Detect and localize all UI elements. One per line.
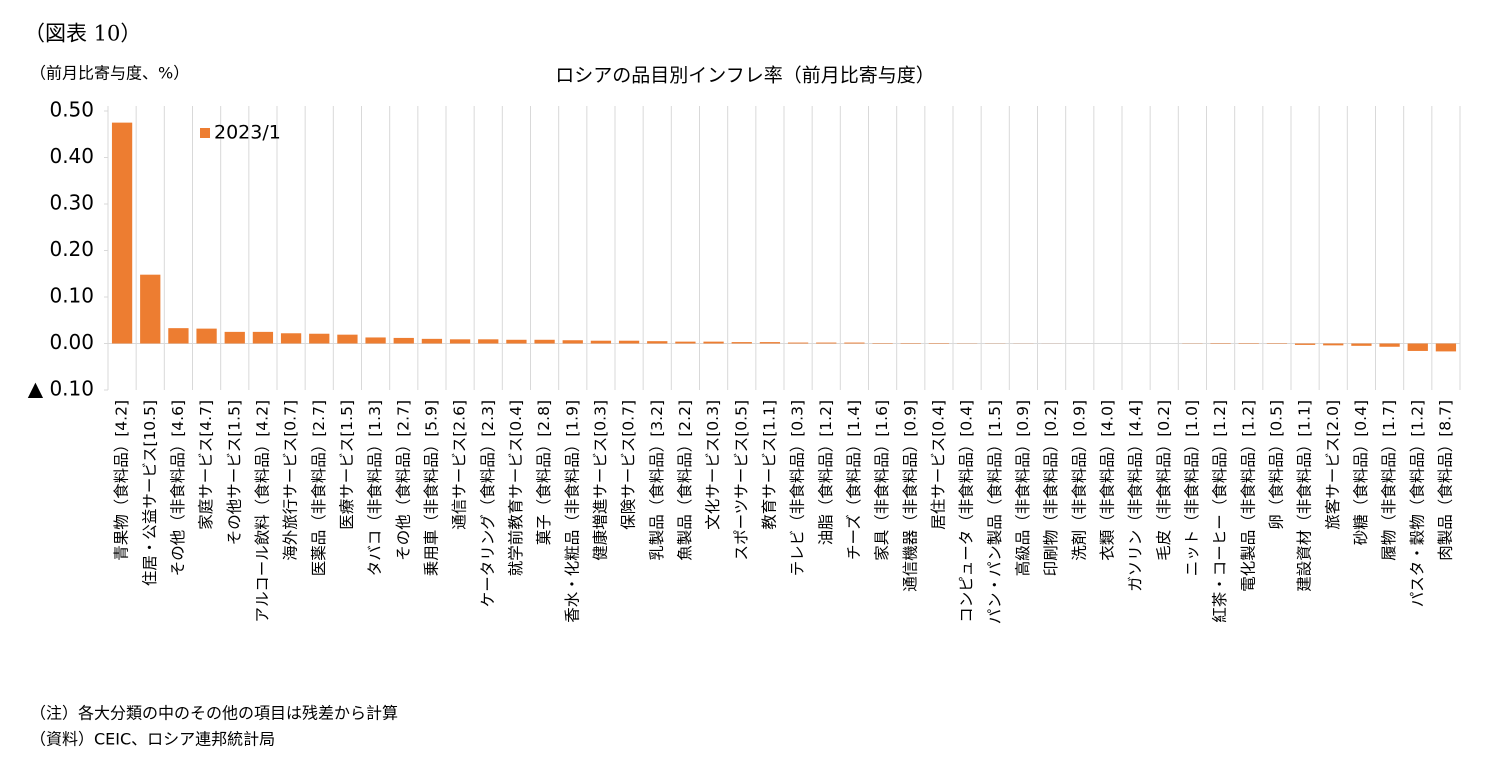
x-tick-label: 卵（食料品）[0.5] xyxy=(1267,400,1285,530)
bar xyxy=(252,331,274,344)
y-tick-label: ▲ 0.10 xyxy=(28,377,94,401)
bar xyxy=(140,274,161,344)
bar xyxy=(224,331,245,344)
x-tick-label: 住居・公益サービス[10.5] xyxy=(141,400,159,586)
x-tick-label: その他（非食料品）[4.6] xyxy=(169,400,187,576)
bar xyxy=(590,340,612,344)
bar xyxy=(365,337,386,344)
bar xyxy=(618,340,640,344)
x-tick-label: テレビ（非食料品）[0.3] xyxy=(789,400,807,576)
bar xyxy=(647,341,668,344)
x-tick-label: スポーツサービス[0.5] xyxy=(732,400,750,560)
x-tick-label: パン・パン製品（食料品）[1.5] xyxy=(986,400,1004,624)
x-tick-label: 教育サービス[1.1] xyxy=(760,400,778,530)
bar xyxy=(280,333,302,344)
chart-title: ロシアの品目別インフレ率（前月比寄与度） xyxy=(555,65,934,87)
bar xyxy=(844,342,865,344)
x-tick-label: 保険サービス[0.7] xyxy=(620,400,638,530)
x-tick-label: 油脂（食料品）[1.2] xyxy=(817,400,835,545)
bar xyxy=(478,339,499,344)
bar xyxy=(1351,343,1372,346)
x-tick-label: ケータリング（食料品）[2.3] xyxy=(479,400,497,607)
x-tick-label: 印刷物（非食料品）[0.2] xyxy=(1042,400,1060,576)
x-tick-label: その他サービス[1.5] xyxy=(225,400,243,545)
x-tick-label: 魚製品（食料品）[2.2] xyxy=(676,400,694,561)
x-tick-label: その他（食料品）[2.7] xyxy=(394,400,412,561)
x-tick-label: 乳製品（食料品）[3.2] xyxy=(648,400,666,561)
bar xyxy=(675,341,696,344)
x-tick-label: 海外旅行サービス[0.7] xyxy=(282,400,300,561)
x-tick-label: 文化サービス[0.3] xyxy=(704,400,722,530)
bar xyxy=(111,122,133,344)
note: （資料）CEIC、ロシア連邦統計局 xyxy=(30,730,275,749)
y-tick-label: 0.30 xyxy=(49,191,94,215)
x-tick-label: ニット（非食料品）[1.0] xyxy=(1183,400,1201,576)
bar xyxy=(309,333,330,344)
bar xyxy=(816,342,837,344)
x-tick-label: タバコ（非食料品）[1.3] xyxy=(366,400,384,576)
bar xyxy=(1323,343,1344,346)
bar xyxy=(787,342,809,344)
x-tick-label: パスタ・穀物（食料品）[1.2] xyxy=(1408,400,1426,607)
x-tick-label: 毛皮（非食料品）[0.2] xyxy=(1155,400,1173,561)
bar xyxy=(731,342,752,344)
x-tick-label: 菓子（食料品）[2.8] xyxy=(535,400,553,545)
bar xyxy=(703,341,724,344)
x-tick-label: 医薬品（非食料品）[2.7] xyxy=(310,400,328,576)
x-tick-label: 家庭サービス[4.7] xyxy=(197,400,215,530)
x-tick-label: 居住サービス[0.4] xyxy=(929,400,947,530)
figure-label: （図表 10） xyxy=(24,22,141,46)
bar xyxy=(1294,343,1316,345)
x-tick-label: 医療サービス[1.5] xyxy=(338,400,356,530)
y-tick-label: 0.50 xyxy=(49,98,94,122)
bar xyxy=(1379,343,1400,347)
x-tick-label: 健康増進サービス[0.3] xyxy=(591,400,609,561)
bar xyxy=(168,328,189,344)
x-tick-label: ガソリン（非食料品）[4.4] xyxy=(1127,400,1145,592)
x-tick-label: 香水・化粧品（非食料品）[1.9] xyxy=(563,400,581,623)
bar xyxy=(393,337,414,344)
x-tick-label: 履物（非食料品）[1.7] xyxy=(1380,400,1398,561)
x-tick-label: 肉製品（食料品）[8.7] xyxy=(1436,400,1454,561)
bar xyxy=(759,342,781,344)
bar xyxy=(1435,343,1457,352)
x-tick-label: コンピュータ（非食料品）[0.4] xyxy=(958,400,976,623)
legend-label: 2023/1 xyxy=(214,122,281,144)
y-axis-label: （前月比寄与度、%） xyxy=(30,64,189,83)
y-tick-label: 0.00 xyxy=(49,330,94,354)
x-tick-label: 就学前教育サービス[0.4] xyxy=(507,400,525,576)
bar xyxy=(506,339,527,344)
note: （注）各大分類の中のその他の項目は残差から計算 xyxy=(30,704,398,723)
bar xyxy=(196,328,217,344)
x-tick-label: 旅客サービス[2.0] xyxy=(1324,400,1342,530)
x-tick-label: 高級品（非食料品）[0.9] xyxy=(1014,400,1032,576)
x-tick-label: 乗用車（非食料品）[5.9] xyxy=(422,400,440,576)
x-tick-label: 通信サービス[2.6] xyxy=(451,400,469,530)
x-tick-label: 洗剤（非食料品）[0.9] xyxy=(1070,400,1088,561)
x-tick-label: 通信機器（非食料品）[0.9] xyxy=(901,400,919,592)
bar xyxy=(421,338,443,344)
y-tick-label: 0.10 xyxy=(49,284,94,308)
bar xyxy=(1407,343,1428,351)
x-tick-label: アルコール飲料（食料品）[4.2] xyxy=(253,400,271,622)
bar xyxy=(337,334,358,344)
bar xyxy=(534,339,555,344)
x-tick-label: 衣類（非食料品）[4.0] xyxy=(1098,400,1116,561)
x-tick-label: チーズ（食料品）[1.4] xyxy=(845,400,863,560)
y-tick-label: 0.40 xyxy=(49,144,94,168)
x-tick-label: 青果物（食料品）[4.2] xyxy=(113,400,131,561)
x-tick-label: 砂糖（食料品）[0.4] xyxy=(1352,400,1370,545)
bar xyxy=(449,339,471,344)
x-tick-label: 建設資材（非食料品）[1.1] xyxy=(1296,400,1314,592)
y-tick-label: 0.20 xyxy=(49,237,94,261)
x-tick-label: 紅茶・コーヒー（食料品）[1.2] xyxy=(1211,400,1229,623)
x-tick-label: 家具（非食料品）[1.6] xyxy=(873,400,891,561)
bar xyxy=(562,340,583,344)
legend-swatch xyxy=(200,128,210,138)
x-tick-label: 電化製品（非食料品）[1.2] xyxy=(1239,400,1257,592)
